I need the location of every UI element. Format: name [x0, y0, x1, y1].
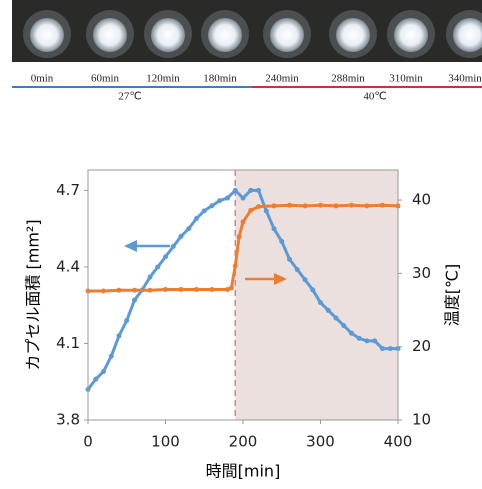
y-tick-label: 3.8 [56, 411, 80, 429]
strip-labels: 0min 60min 120min 180min 240min 288min 310min 3… [12, 73, 482, 103]
phase-label: 40℃ [363, 91, 386, 103]
temperature-point [272, 203, 277, 208]
temperature-point [101, 288, 106, 293]
area-point [264, 208, 269, 213]
time-label: 340min [448, 73, 482, 85]
y2-tick-label: 10 [412, 411, 431, 429]
y-tick-label: 4.4 [56, 257, 80, 275]
area-point [186, 226, 191, 231]
temperature-point [179, 287, 184, 292]
area-point [287, 257, 292, 262]
time-label: 310min [389, 73, 423, 85]
temperature-point [163, 287, 168, 292]
phase-label: 27℃ [118, 91, 141, 103]
temperature-point [365, 203, 370, 208]
area-point [357, 336, 362, 341]
capsule [208, 18, 242, 52]
area-point [109, 354, 114, 359]
area-point [117, 333, 122, 338]
y2-tick-label: 40 [412, 191, 431, 209]
area-point [349, 331, 354, 336]
time-label: 180min [203, 73, 237, 85]
area-point [303, 277, 308, 282]
area-point [310, 287, 315, 292]
temperature-point [380, 203, 385, 208]
capsule [270, 18, 304, 52]
x-axis-label: 時間[min] [206, 462, 281, 481]
temperature-point [233, 264, 238, 269]
temperature-point [132, 288, 137, 293]
area-point [272, 226, 277, 231]
area-point [341, 323, 346, 328]
x-tick-label: 400 [384, 433, 413, 451]
time-label: 120min [146, 73, 180, 85]
area-point [101, 369, 106, 374]
y-axis-label: カプセル面積 [mm²] [24, 219, 43, 370]
capsule [151, 18, 185, 52]
area-point [210, 203, 215, 208]
time-label: 0min [31, 73, 54, 85]
temperature-point [349, 203, 354, 208]
temperature-point [318, 203, 323, 208]
area-point [163, 254, 168, 259]
area-point [388, 346, 393, 351]
area-point [93, 377, 98, 382]
area-point [248, 188, 253, 193]
area-point [256, 188, 261, 193]
capsule [394, 18, 428, 52]
area-point [171, 244, 176, 249]
area-point [233, 188, 238, 193]
figure: 0min 60min 120min 180min 240min 288min 310min 3… [0, 0, 482, 489]
temperature-point [117, 288, 122, 293]
time-label: 240min [265, 73, 299, 85]
area-point [202, 208, 207, 213]
x-tick-label: 200 [229, 433, 258, 451]
temperature-point [229, 286, 234, 291]
time-label: 288min [331, 73, 365, 85]
area-point [241, 196, 246, 201]
area-point [334, 315, 339, 320]
y-tick-label: 4.7 [56, 181, 80, 199]
area-point [318, 300, 323, 305]
capsule [93, 18, 127, 52]
area-point [326, 308, 331, 313]
area-point [217, 198, 222, 203]
area-point [380, 346, 385, 351]
area-point [372, 338, 377, 343]
temperature-point [194, 287, 199, 292]
area-point [279, 239, 284, 244]
y2-tick-label: 20 [412, 337, 431, 355]
x-tick-label: 100 [151, 433, 180, 451]
area-point [132, 298, 137, 303]
area-point [148, 275, 153, 280]
time-label: 60min [91, 73, 120, 85]
area-point [225, 196, 230, 201]
area-point [155, 264, 160, 269]
temperature-point [334, 203, 339, 208]
temperature-point [303, 203, 308, 208]
area-point [179, 234, 184, 239]
temperature-point [248, 208, 253, 213]
y-tick-label: 4.1 [56, 334, 80, 352]
capsule [30, 18, 64, 52]
area-point [365, 338, 370, 343]
temperature-point [148, 288, 153, 293]
temperature-point [241, 220, 246, 225]
capsule [336, 18, 370, 52]
temperature-point [237, 234, 242, 239]
temperature-point [210, 287, 215, 292]
area-point [124, 318, 129, 323]
temperature-point [256, 204, 261, 209]
x-tick-label: 300 [306, 433, 335, 451]
temperature-point [287, 203, 292, 208]
x-tick-label: 0 [83, 433, 93, 451]
y2-axis-label: 温度[℃] [443, 264, 462, 326]
y2-tick-label: 30 [412, 264, 431, 282]
area-point [194, 216, 199, 221]
area-point [295, 267, 300, 272]
